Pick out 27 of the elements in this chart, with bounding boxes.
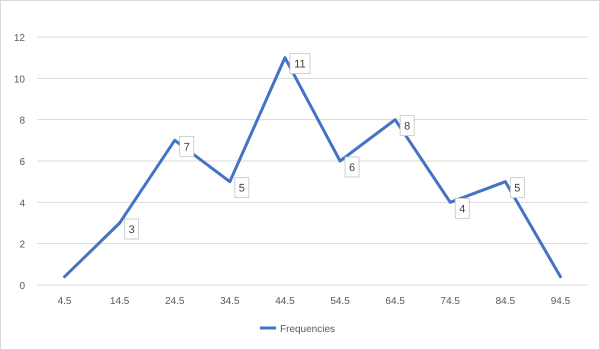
x-tick-label: 64.5 (385, 296, 406, 307)
x-tick-label: 4.5 (58, 296, 72, 307)
x-tick-label: 44.5 (275, 296, 296, 307)
x-tick-label: 74.5 (440, 296, 460, 307)
y-tick-label: 8 (19, 116, 26, 127)
data-label: 3 (128, 224, 135, 236)
legend-label: Frequencies (280, 324, 336, 335)
data-label: 6 (348, 162, 356, 174)
data-label: 4 (459, 203, 466, 216)
x-tick-label: 84.5 (496, 296, 516, 307)
data-label: 11 (294, 58, 306, 71)
line-series (63, 56, 562, 278)
x-tick-label: 24.5 (165, 296, 185, 307)
data-label: 7 (184, 141, 190, 154)
data-label: 8 (404, 120, 410, 133)
y-tick-label: 10 (14, 74, 26, 86)
x-tick-label: 94.5 (550, 296, 571, 307)
y-tick-label: 12 (14, 33, 26, 44)
y-tick-label: 0 (19, 281, 26, 292)
x-tick-label: 34.5 (220, 296, 240, 307)
data-label: 5 (238, 182, 245, 195)
y-tick-label: 4 (19, 198, 26, 210)
y-tick-label: 2 (19, 240, 26, 251)
x-tick-label: 54.5 (330, 296, 350, 307)
data-label: 5 (514, 182, 520, 195)
x-tick-label: 14.5 (110, 296, 130, 307)
y-tick-label: 6 (19, 157, 26, 168)
